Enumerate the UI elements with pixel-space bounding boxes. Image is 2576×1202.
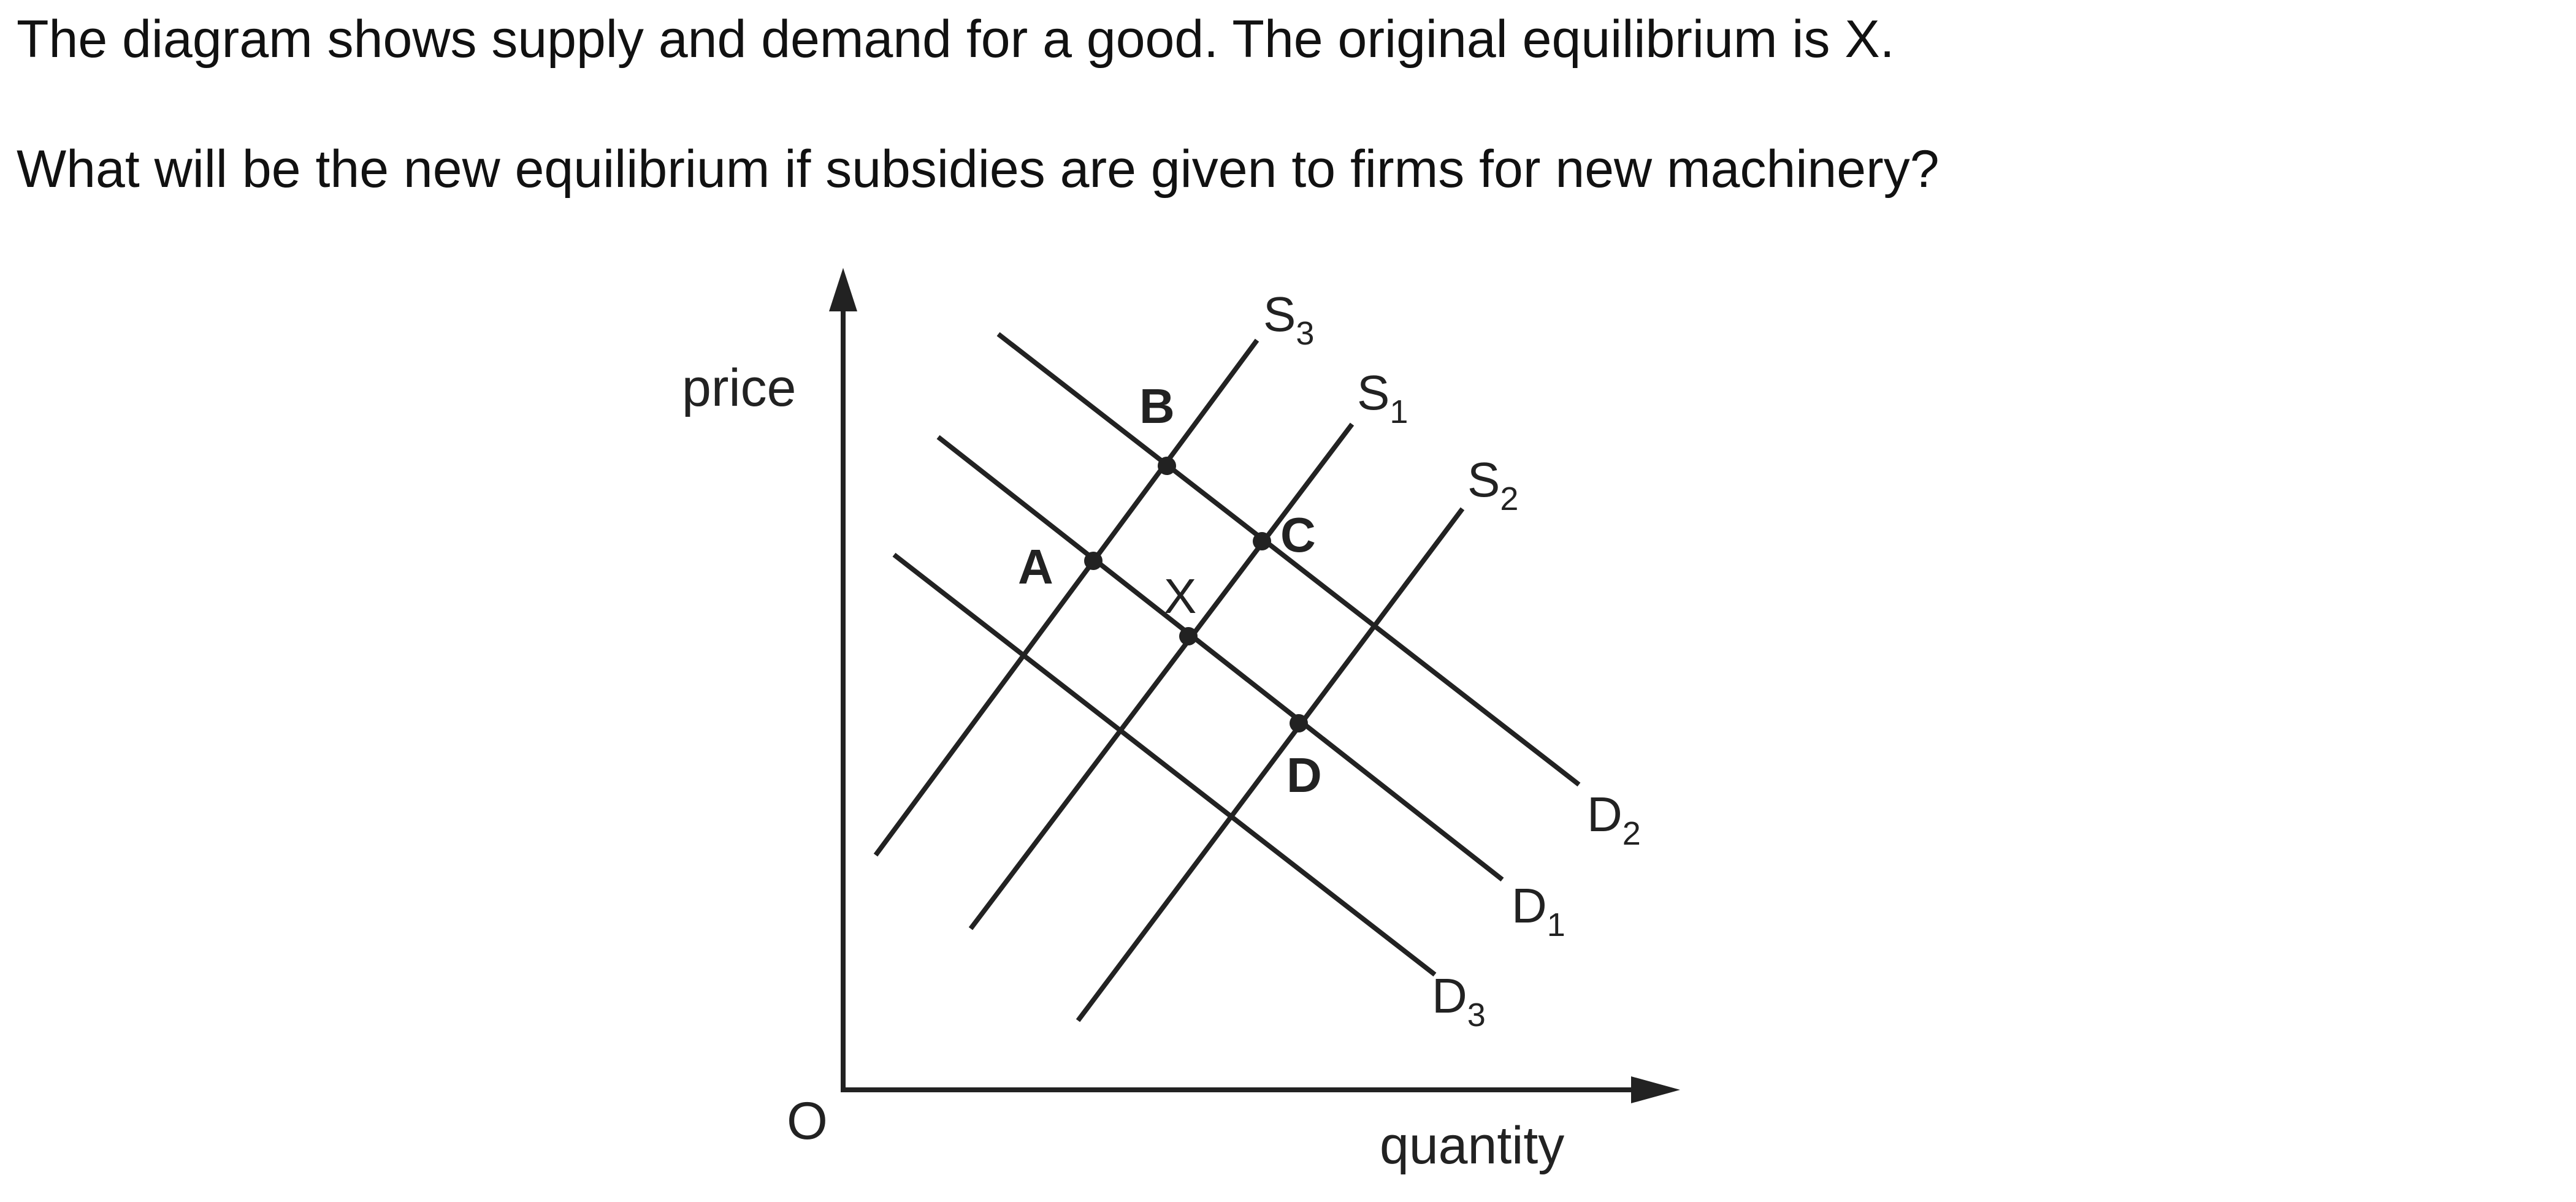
point-x-dot (1179, 627, 1198, 645)
supply-curve-s1 (968, 422, 1355, 930)
supply-curve-label-s2: S2 (1467, 452, 1518, 517)
supply-curve-label-s1: S1 (1357, 365, 1408, 430)
point-label-c: C (1280, 508, 1316, 562)
supply-curve-s2 (1076, 507, 1465, 1022)
demand-curve-label-d3: D3 (1432, 968, 1486, 1033)
demand-curve-d1 (936, 435, 1504, 882)
demand-curve-label-d1: D1 (1512, 878, 1565, 943)
demand-curve-d2 (996, 332, 1581, 787)
supply-curve-s3 (873, 338, 1259, 857)
origin-label: O (787, 1092, 828, 1151)
question-line-1: The diagram shows supply and demand for … (17, 10, 1895, 69)
point-label-b: B (1139, 379, 1175, 433)
point-label-d: D (1286, 748, 1322, 802)
x-axis-label: quantity (1380, 1116, 1564, 1175)
point-b-dot (1158, 457, 1176, 475)
point-c-dot (1253, 532, 1271, 550)
demand-curve-label-d2: D2 (1587, 787, 1641, 852)
point-a-dot (1084, 552, 1103, 570)
point-label-a: A (1018, 539, 1053, 594)
supply-curve-label-s3: S3 (1263, 287, 1314, 352)
point-label-x: X (1164, 569, 1196, 623)
x-axis-arrowhead (1631, 1076, 1680, 1103)
question-line-2: What will be the new equilibrium if subs… (17, 140, 1940, 199)
demand-curve-d3 (892, 552, 1437, 977)
y-axis-arrowhead (829, 268, 857, 311)
y-axis-label: price (682, 359, 796, 417)
point-d-dot (1290, 714, 1308, 732)
